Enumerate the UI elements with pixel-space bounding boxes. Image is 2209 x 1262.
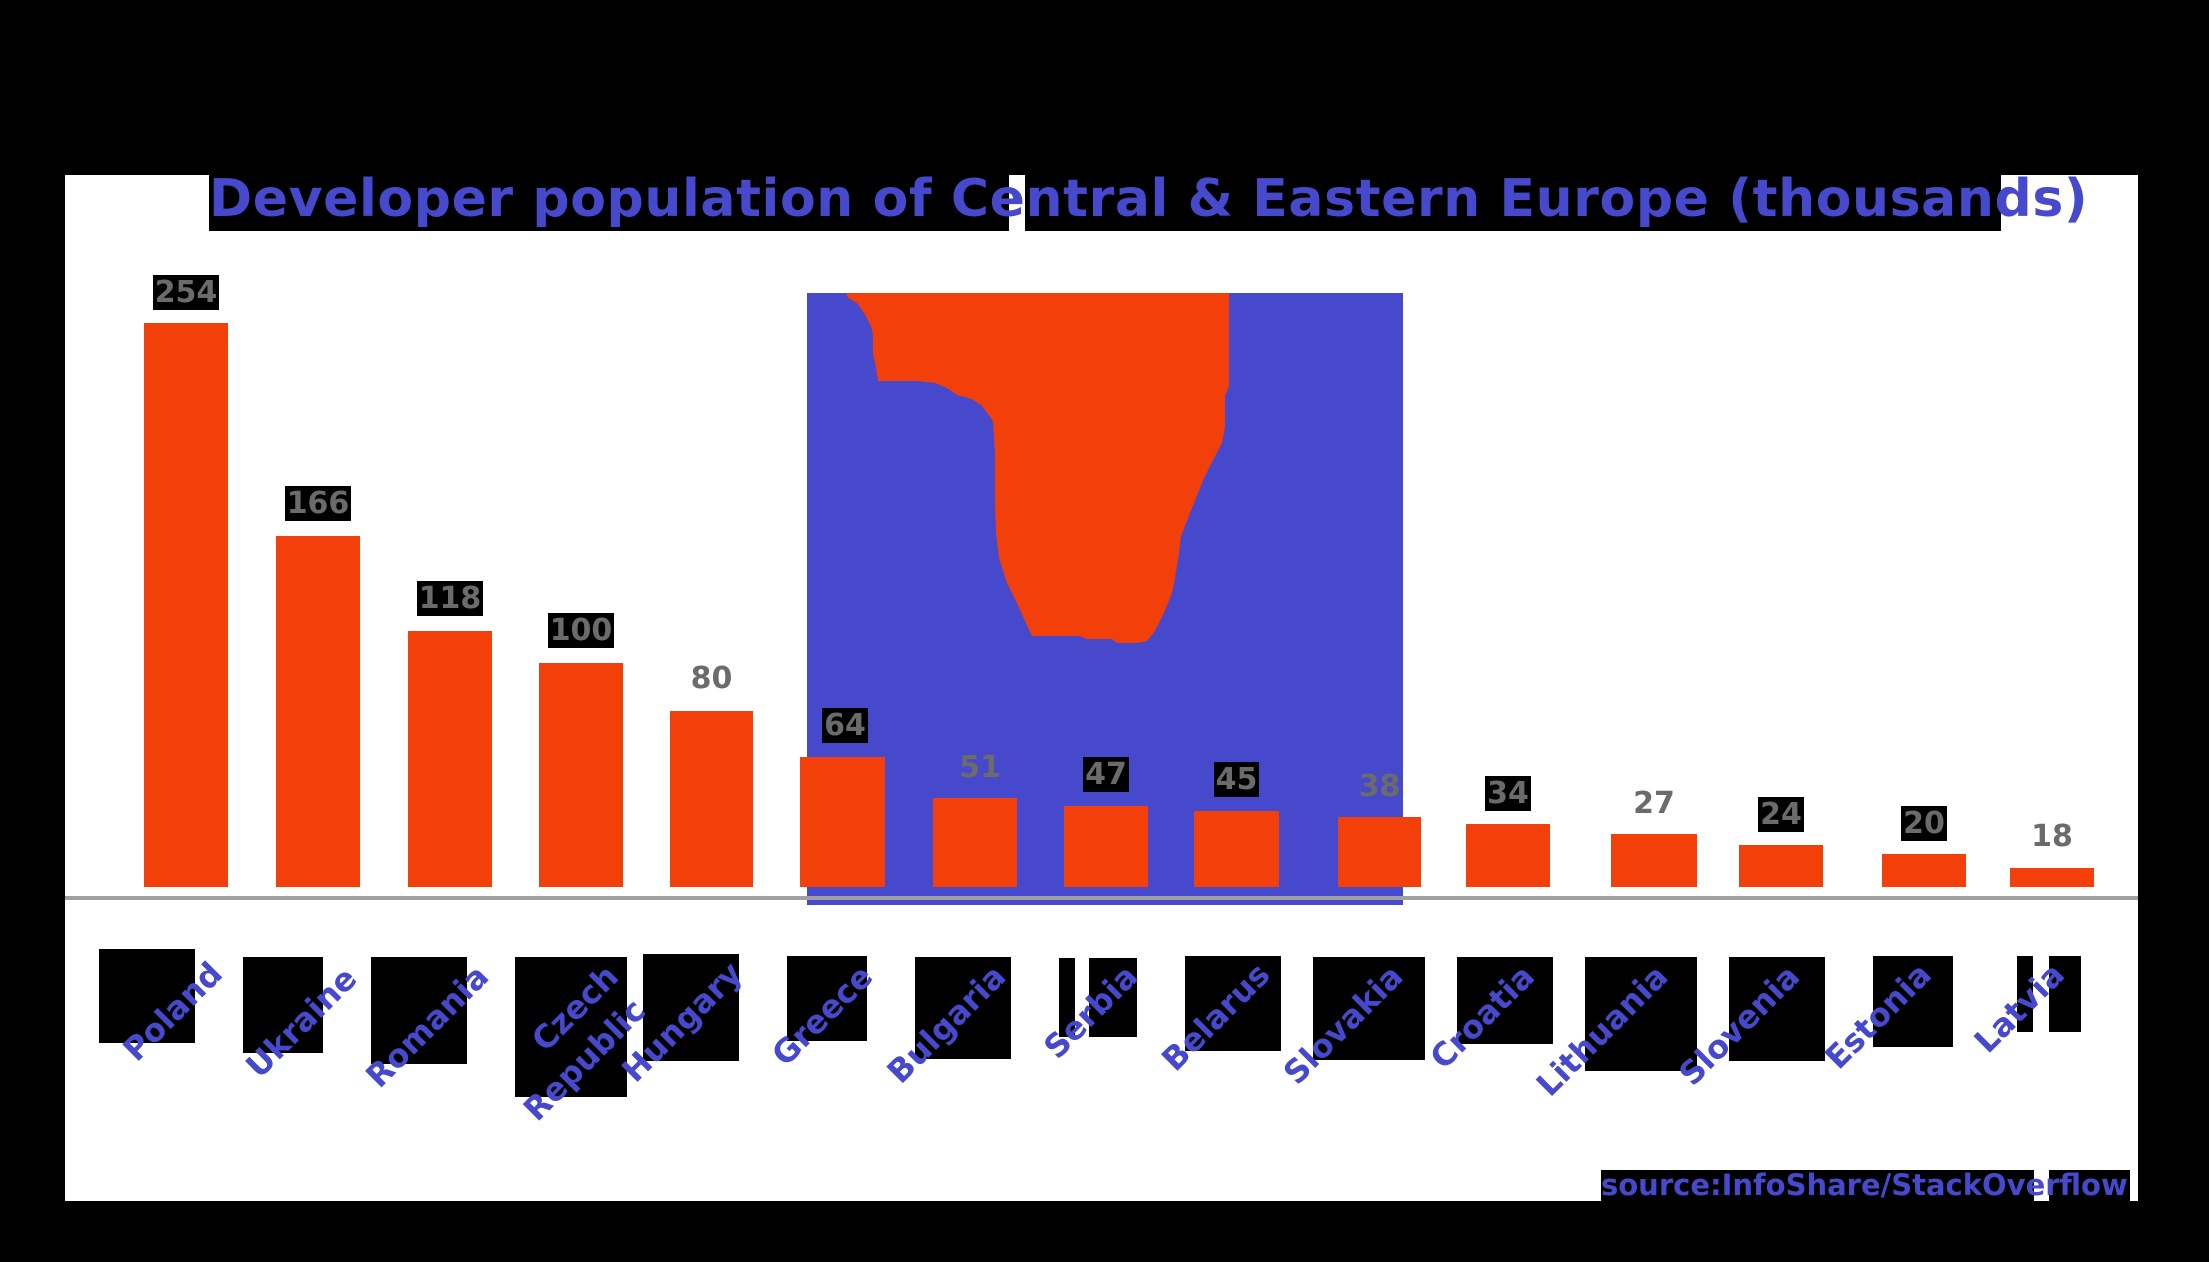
value-label: 38 [1338, 772, 1421, 802]
label-background [1059, 958, 1075, 1037]
value-label: 20 [1882, 806, 1966, 841]
value-label: 51 [938, 753, 1022, 783]
label-background [787, 956, 867, 1041]
source-annotation: source:InfoShare/StackOverflow [1601, 1168, 2128, 1202]
value-text: 254 [152, 275, 220, 310]
value-text: 18 [2031, 819, 2073, 854]
label-background [1457, 957, 1553, 1044]
value-label: 27 [1611, 789, 1697, 819]
label-background [371, 957, 467, 1064]
bar-romania [408, 631, 492, 887]
value-text: 64 [822, 708, 868, 743]
bar-croatia [1466, 824, 1550, 887]
label-background [243, 957, 323, 1053]
bar-czech-republic [539, 663, 623, 887]
value-label: 118 [408, 581, 492, 616]
value-label: 45 [1194, 762, 1279, 797]
value-label: 24 [1739, 797, 1823, 832]
value-text: 51 [959, 750, 1001, 785]
title-background [1025, 175, 2001, 231]
map-region-icon [846, 293, 1229, 643]
value-label: 166 [276, 486, 360, 521]
value-label: 18 [2010, 822, 2094, 852]
value-text: 166 [284, 486, 352, 521]
value-text: 100 [547, 613, 615, 648]
value-text: 34 [1485, 776, 1531, 811]
bar-belarus [1194, 811, 1279, 887]
value-label: 34 [1466, 776, 1550, 811]
title-background [209, 175, 1009, 231]
value-text: 27 [1633, 786, 1675, 821]
value-text: 20 [1901, 806, 1947, 841]
label-background [1089, 958, 1137, 1037]
label-background [2017, 956, 2033, 1032]
label-background [99, 949, 195, 1043]
label-background [515, 957, 627, 1097]
x-axis-baseline [65, 896, 2138, 900]
chart-title: Developer population of Central & Easter… [209, 169, 2089, 229]
bar-poland [144, 323, 228, 887]
value-text: 47 [1083, 757, 1129, 792]
source-background-gap [2034, 1170, 2049, 1201]
value-label: 47 [1064, 757, 1148, 792]
bar-slovenia [1739, 845, 1823, 887]
value-text: 80 [690, 661, 733, 696]
bar-estonia [1882, 854, 1966, 887]
value-label: 254 [144, 275, 228, 310]
label-background [1873, 956, 1953, 1047]
bar-latvia [2010, 868, 2094, 887]
value-text: 118 [416, 581, 484, 616]
bar-greece [800, 757, 885, 887]
value-label: 80 [670, 664, 753, 694]
bar-ukraine [276, 536, 360, 887]
label-background [1585, 957, 1697, 1071]
bar-hungary [670, 711, 753, 887]
value-text: 45 [1213, 762, 1260, 797]
label-background [915, 957, 1011, 1059]
value-label: 100 [539, 613, 623, 648]
bar-serbia [1064, 806, 1148, 887]
value-text: 38 [1358, 769, 1401, 804]
label-background [2049, 956, 2081, 1032]
value-text: 24 [1758, 797, 1804, 832]
label-background [1185, 956, 1281, 1051]
label-background [1729, 957, 1825, 1061]
value-label: 64 [800, 708, 890, 743]
bar-lithuania [1611, 834, 1697, 887]
bar-slovakia [1338, 817, 1421, 887]
label-background [1313, 957, 1425, 1060]
bar-bulgaria [933, 798, 1017, 887]
label-background [643, 954, 739, 1061]
